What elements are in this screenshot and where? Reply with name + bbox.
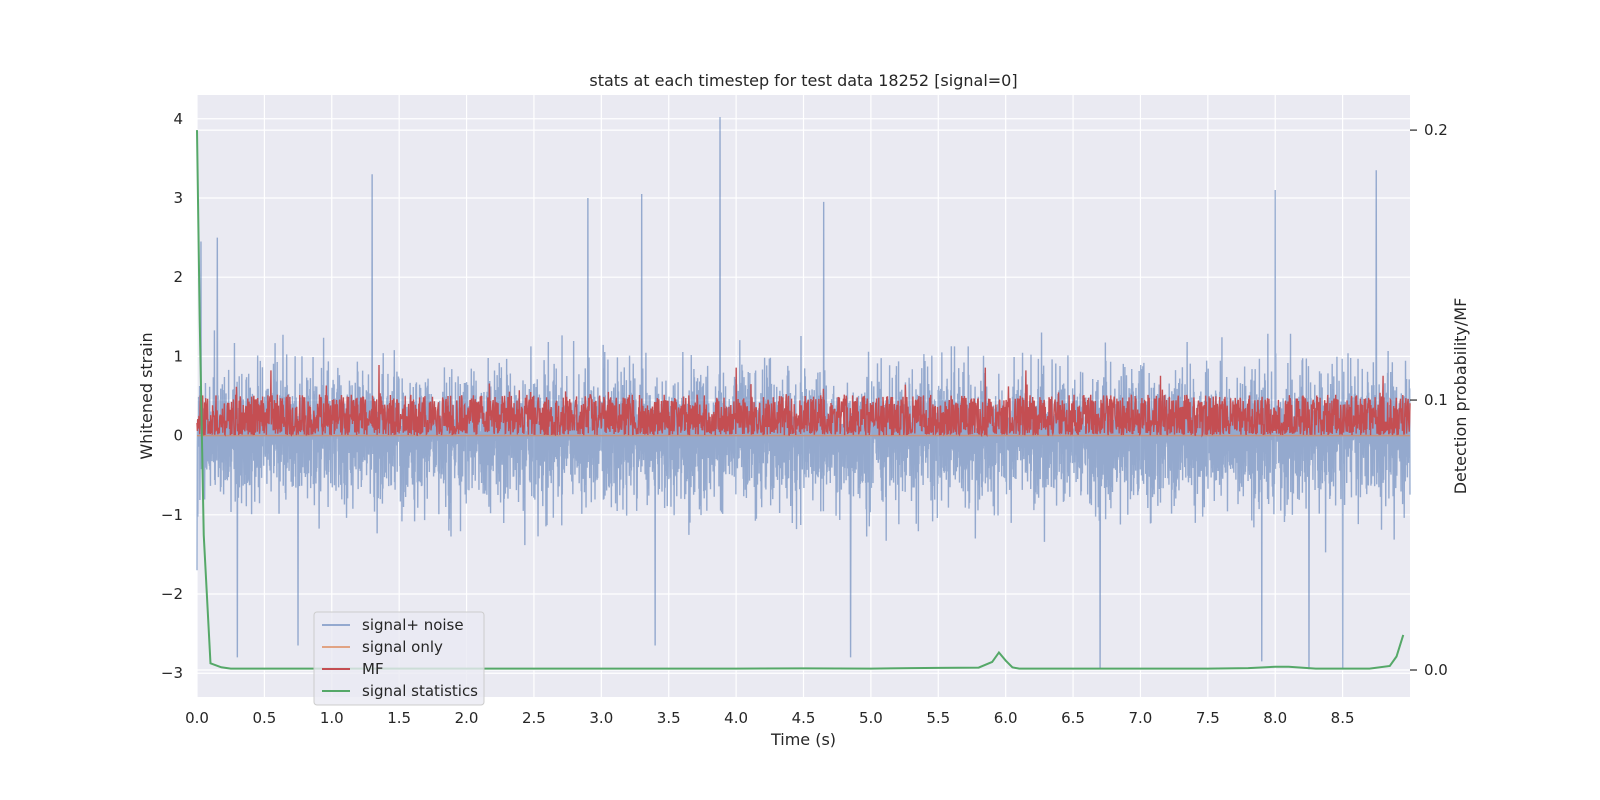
y-tick-label: −1	[161, 506, 183, 524]
x-tick-label: 5.5	[926, 709, 950, 727]
chart-title: stats at each timestep for test data 182…	[589, 71, 1017, 90]
legend-label: signal statistics	[362, 682, 478, 700]
legend-label: signal+ noise	[362, 616, 464, 634]
x-tick-label: 2.5	[522, 709, 546, 727]
y-tick-label: 0	[173, 427, 183, 445]
y2-tick-label: 0.0	[1424, 661, 1448, 679]
y2-tick-label: 0.2	[1424, 121, 1448, 139]
x-tick-label: 4.5	[792, 709, 816, 727]
y-tick-label: 1	[173, 347, 183, 365]
x-tick-label: 5.0	[859, 709, 883, 727]
legend-label: signal only	[362, 638, 443, 656]
x-tick-label: 4.0	[724, 709, 748, 727]
x-tick-label: 0.5	[252, 709, 276, 727]
x-tick-label: 1.5	[387, 709, 411, 727]
x-tick-label: 3.5	[657, 709, 681, 727]
legend-label: MF	[362, 660, 384, 678]
y-axis-label: Whitened strain	[137, 332, 156, 459]
x-tick-label: 6.5	[1061, 709, 1085, 727]
legend: signal+ noise signal only MF signal statist…	[313, 611, 485, 706]
x-tick-label: 3.0	[589, 709, 613, 727]
mf-line	[196, 364, 1411, 438]
x-axis-label: Time (s)	[770, 730, 836, 749]
y2-tick-label: 0.1	[1424, 391, 1448, 409]
x-tick-label: 1.0	[320, 709, 344, 727]
x-axis-ticks: 0.0 0.5 1.0 1.5 2.0 2.5 3.0 3.5 4.0 4.5 5.0 5.5 6.0 6…	[185, 709, 1354, 727]
y-tick-label: 3	[173, 189, 183, 207]
y2-axis-ticks: 0.2 0.1 0.0	[1410, 121, 1448, 679]
y-tick-label: −2	[161, 585, 183, 603]
x-tick-label: 8.5	[1331, 709, 1355, 727]
x-tick-label: 7.0	[1129, 709, 1153, 727]
y-tick-label: 2	[173, 268, 183, 286]
x-tick-label: 0.0	[185, 709, 209, 727]
series-layer	[196, 117, 1411, 670]
y-axis-ticks: 4 3 2 1 0 −1 −2 −3	[161, 110, 183, 682]
x-tick-label: 2.0	[455, 709, 479, 727]
y-tick-label: 4	[173, 110, 183, 128]
x-tick-label: 8.0	[1263, 709, 1287, 727]
legend-box	[313, 611, 485, 706]
x-tick-label: 6.0	[994, 709, 1018, 727]
x-tick-label: 7.5	[1196, 709, 1220, 727]
signal-statistics-line	[196, 130, 1405, 670]
y2-axis-label: Detection probability/MF	[1451, 298, 1470, 495]
y-tick-label: −3	[161, 664, 183, 682]
